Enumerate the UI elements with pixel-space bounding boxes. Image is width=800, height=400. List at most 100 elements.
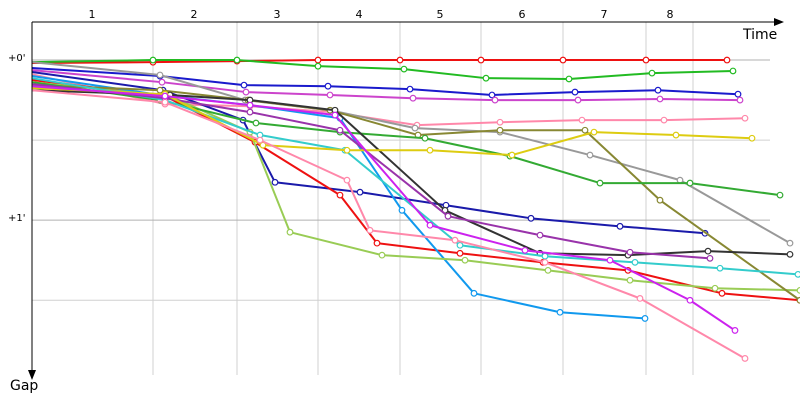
data-point bbox=[571, 88, 579, 96]
data-point bbox=[641, 315, 649, 322]
data-point bbox=[356, 188, 364, 196]
data-point bbox=[161, 98, 169, 106]
y-tick-label: +1' bbox=[8, 213, 26, 224]
data-point bbox=[586, 151, 594, 159]
data-point bbox=[477, 56, 485, 64]
series-line bbox=[31, 84, 800, 302]
data-point bbox=[686, 179, 694, 187]
data-point bbox=[544, 266, 552, 274]
data-point bbox=[581, 126, 589, 134]
data-point bbox=[723, 56, 731, 64]
data-point bbox=[426, 146, 434, 154]
lines bbox=[31, 56, 800, 362]
data-point bbox=[654, 86, 662, 94]
data-point bbox=[606, 256, 614, 264]
data-point bbox=[631, 258, 639, 266]
x-tick-label: 4 bbox=[356, 8, 363, 21]
data-point bbox=[794, 270, 800, 278]
data-point bbox=[398, 206, 406, 214]
data-point bbox=[286, 228, 294, 236]
data-point bbox=[461, 256, 469, 264]
data-point bbox=[252, 119, 260, 127]
data-point bbox=[426, 221, 434, 229]
data-point bbox=[343, 146, 351, 154]
data-point bbox=[491, 96, 499, 104]
data-point bbox=[648, 69, 656, 77]
data-point bbox=[158, 78, 166, 86]
data-point bbox=[496, 126, 504, 134]
data-point bbox=[324, 82, 332, 90]
data-point bbox=[686, 296, 694, 304]
data-point bbox=[336, 126, 344, 134]
data-point bbox=[776, 191, 784, 199]
data-point bbox=[734, 90, 742, 98]
data-point bbox=[711, 284, 719, 292]
data-point bbox=[314, 56, 322, 64]
data-point bbox=[488, 91, 496, 99]
x-tick-label: 5 bbox=[437, 8, 444, 21]
data-point bbox=[541, 258, 549, 266]
data-point bbox=[246, 101, 254, 109]
data-point bbox=[149, 56, 157, 64]
x-tick-label: 3 bbox=[274, 8, 281, 21]
data-point bbox=[373, 239, 381, 247]
data-point bbox=[718, 289, 726, 297]
data-point bbox=[233, 56, 241, 64]
data-point bbox=[672, 131, 680, 139]
data-point bbox=[156, 71, 164, 79]
data-point bbox=[161, 92, 169, 100]
data-point bbox=[704, 247, 712, 255]
data-point bbox=[578, 116, 586, 124]
y-axis-label: Gap bbox=[10, 378, 38, 394]
x-tick-label: 1 bbox=[89, 8, 96, 21]
data-point bbox=[706, 254, 714, 262]
data-point bbox=[396, 56, 404, 64]
y-axis-arrow bbox=[28, 370, 36, 380]
data-point bbox=[456, 241, 464, 249]
data-point bbox=[748, 134, 756, 142]
data-point bbox=[731, 327, 739, 334]
data-point bbox=[556, 308, 564, 316]
data-point bbox=[256, 136, 264, 144]
series-line bbox=[31, 77, 799, 276]
x-tick-label: 8 bbox=[667, 8, 674, 21]
data-point bbox=[565, 75, 573, 83]
data-point bbox=[336, 191, 344, 199]
data-point bbox=[656, 196, 664, 204]
data-point bbox=[411, 124, 419, 132]
x-axis-label: Time bbox=[742, 27, 777, 43]
x-tick-label: 2 bbox=[191, 8, 198, 21]
data-point bbox=[527, 214, 535, 222]
data-point bbox=[642, 56, 650, 64]
data-point bbox=[421, 134, 429, 142]
data-point bbox=[636, 294, 644, 302]
data-point bbox=[246, 108, 254, 116]
data-point bbox=[590, 128, 598, 136]
data-point bbox=[242, 88, 250, 96]
data-point bbox=[616, 222, 624, 230]
x-tick-label: 6 bbox=[519, 8, 526, 21]
data-point bbox=[331, 111, 339, 119]
data-point bbox=[496, 118, 504, 126]
data-point bbox=[508, 151, 516, 159]
data-point bbox=[786, 250, 794, 258]
data-point bbox=[444, 212, 452, 220]
data-point bbox=[574, 96, 582, 104]
data-point bbox=[482, 74, 490, 82]
data-point bbox=[409, 94, 417, 102]
data-point bbox=[741, 355, 749, 362]
data-point bbox=[626, 248, 634, 256]
data-point bbox=[366, 226, 374, 234]
data-point bbox=[716, 264, 724, 272]
data-point bbox=[656, 95, 664, 103]
data-point bbox=[541, 252, 549, 260]
data-point bbox=[786, 239, 794, 247]
data-point bbox=[626, 276, 634, 284]
data-point bbox=[400, 65, 408, 73]
data-point bbox=[470, 289, 478, 297]
data-point bbox=[596, 179, 604, 187]
data-point bbox=[156, 86, 164, 94]
data-point bbox=[660, 116, 668, 124]
